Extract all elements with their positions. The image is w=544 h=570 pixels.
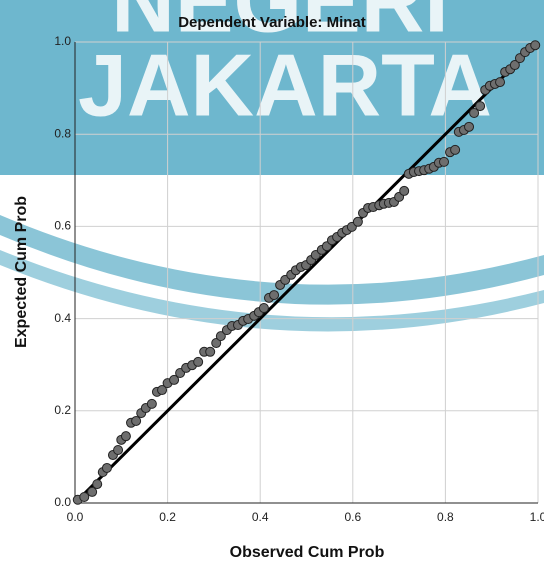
watermark: NEGERI JAKARTA	[0, 0, 544, 332]
x-axis-label: Observed Cum Prob	[230, 544, 385, 561]
point	[399, 185, 410, 196]
point	[169, 374, 180, 385]
chart-title: Dependent Variable: Minat	[178, 14, 366, 31]
point	[157, 385, 168, 396]
point	[269, 290, 280, 301]
x-tick-label: 0.0	[67, 510, 84, 524]
y-tick-label: 0.4	[54, 311, 71, 325]
y-tick-label: 0.0	[54, 495, 71, 509]
reference-line	[73, 40, 540, 505]
x-tick-label: 1.0	[530, 510, 544, 524]
y-tick-label: 1.0	[54, 34, 71, 48]
point	[352, 216, 363, 227]
watermark-arc	[0, 250, 544, 332]
y-tick-label: 0.6	[54, 219, 71, 233]
y-tick-label: 0.8	[54, 126, 71, 140]
point	[146, 398, 157, 409]
point	[469, 107, 480, 118]
x-tick-label: 0.8	[437, 510, 454, 524]
y-tick-label: 0.2	[54, 403, 71, 417]
point	[495, 77, 506, 88]
point	[464, 121, 475, 132]
watermark-arc	[0, 215, 544, 305]
point	[450, 144, 461, 155]
point	[475, 101, 486, 112]
point	[120, 431, 131, 442]
point	[193, 356, 204, 367]
point	[101, 462, 112, 473]
point	[211, 338, 222, 349]
point	[530, 40, 541, 51]
point	[205, 346, 216, 357]
y-axis-label: Expected Cum Prob	[13, 196, 30, 348]
point	[215, 331, 226, 342]
watermark-text: JAKARTA	[78, 35, 492, 134]
point	[113, 444, 124, 455]
point	[509, 60, 520, 71]
x-tick-label: 0.2	[159, 510, 176, 524]
point	[439, 156, 450, 167]
point	[92, 479, 103, 490]
point	[131, 415, 142, 426]
x-tick-label: 0.4	[252, 510, 269, 524]
x-tick-label: 0.6	[344, 510, 361, 524]
point	[258, 302, 269, 313]
point	[79, 492, 90, 503]
point	[87, 486, 98, 497]
